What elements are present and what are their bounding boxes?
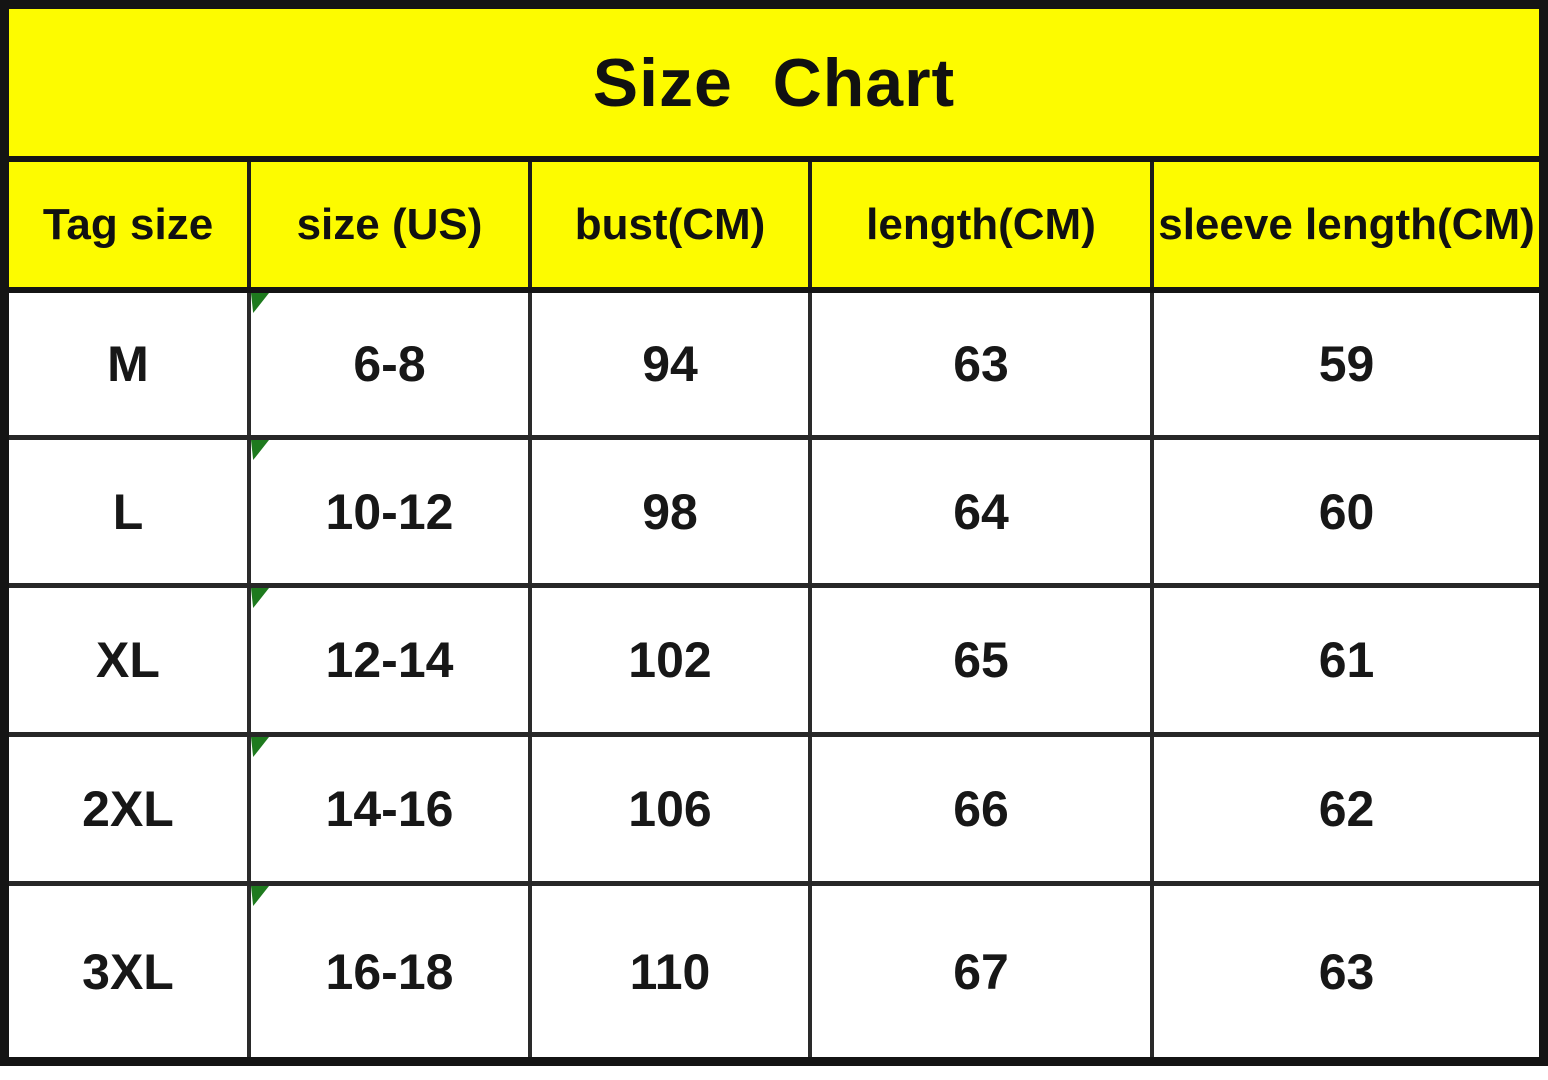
corner-marker-icon (251, 886, 269, 906)
cell-value: 60 (1318, 483, 1375, 540)
cell-tag-size: 3XL (9, 886, 247, 1057)
cell-sleeve-length-cm: 63 (1150, 886, 1539, 1057)
cell-value: 63 (1318, 943, 1375, 1000)
cell-tag-size: M (9, 293, 247, 435)
cell-tag-size: 2XL (9, 737, 247, 881)
cell-size-us: 6-8 (247, 293, 528, 435)
cell-size-us: 16-18 (247, 886, 528, 1057)
chart-title-banner: Size Chart (9, 9, 1539, 162)
cell-size-us: 10-12 (247, 440, 528, 583)
column-header-bust-cm: bust(CM) (528, 162, 808, 287)
cell-value: 110 (629, 943, 711, 1000)
table-row: XL 12-14 102 65 61 (9, 588, 1539, 737)
cell-value: 12-14 (325, 632, 454, 688)
corner-marker-icon (251, 588, 269, 608)
cell-value: 98 (642, 483, 698, 540)
cell-value: 64 (953, 483, 1009, 540)
cell-tag-size: XL (9, 588, 247, 732)
cell-bust-cm: 102 (528, 588, 808, 732)
cell-value: XL (96, 632, 160, 688)
cell-bust-cm: 110 (528, 886, 808, 1057)
cell-value: 3XL (82, 943, 174, 1000)
cell-value: 59 (1318, 336, 1375, 392)
cell-sleeve-length-cm: 59 (1150, 293, 1539, 435)
corner-marker-icon (251, 737, 269, 757)
column-header-tag-size: Tag size (42, 199, 214, 249)
cell-value: 2XL (82, 781, 174, 837)
cell-value: 16-18 (325, 943, 454, 1000)
column-header-sleeve-length-cm: sleeve length(CM) (1150, 162, 1539, 287)
cell-length-cm: 67 (808, 886, 1150, 1057)
cell-value: 65 (953, 632, 1009, 688)
cell-value: 63 (953, 336, 1009, 392)
cell-bust-cm: 106 (528, 737, 808, 881)
cell-value: 102 (628, 632, 712, 688)
cell-bust-cm: 98 (528, 440, 808, 583)
cell-length-cm: 64 (808, 440, 1150, 583)
cell-value: 94 (642, 336, 698, 392)
cell-length-cm: 65 (808, 588, 1150, 732)
cell-sleeve-length-cm: 60 (1150, 440, 1539, 583)
cell-size-us: 14-16 (247, 737, 528, 881)
cell-value: 10-12 (325, 483, 454, 540)
cell-value: 61 (1318, 632, 1375, 688)
table-row: 3XL 16-18 110 67 63 (9, 886, 1539, 1057)
cell-value: M (107, 336, 149, 392)
cell-value: L (112, 483, 144, 540)
cell-tag-size: L (9, 440, 247, 583)
cell-length-cm: 66 (808, 737, 1150, 881)
table-row: L 10-12 98 64 60 (9, 440, 1539, 588)
cell-bust-cm: 94 (528, 293, 808, 435)
cell-size-us: 12-14 (247, 588, 528, 732)
table-header-row: Tag size size (US) bust(CM) length(CM) s… (9, 162, 1539, 293)
column-header-length-cm: length(CM) (808, 162, 1150, 287)
cell-value: 67 (953, 943, 1009, 1000)
cell-length-cm: 63 (808, 293, 1150, 435)
cell-sleeve-length-cm: 62 (1150, 737, 1539, 881)
table-row: M 6-8 94 63 59 (9, 293, 1539, 440)
cell-value: 6-8 (353, 336, 426, 392)
cell-sleeve-length-cm: 61 (1150, 588, 1539, 732)
cell-value: 106 (628, 781, 712, 837)
chart-title: Size Chart (592, 44, 956, 121)
cell-value: 14-16 (325, 781, 454, 837)
cell-value: 66 (953, 781, 1009, 837)
column-header-size-us: size (US) (247, 162, 528, 287)
table-row: 2XL 14-16 106 66 62 (9, 737, 1539, 886)
corner-marker-icon (251, 293, 269, 313)
corner-marker-icon (251, 440, 269, 460)
cell-value: 62 (1318, 781, 1375, 837)
